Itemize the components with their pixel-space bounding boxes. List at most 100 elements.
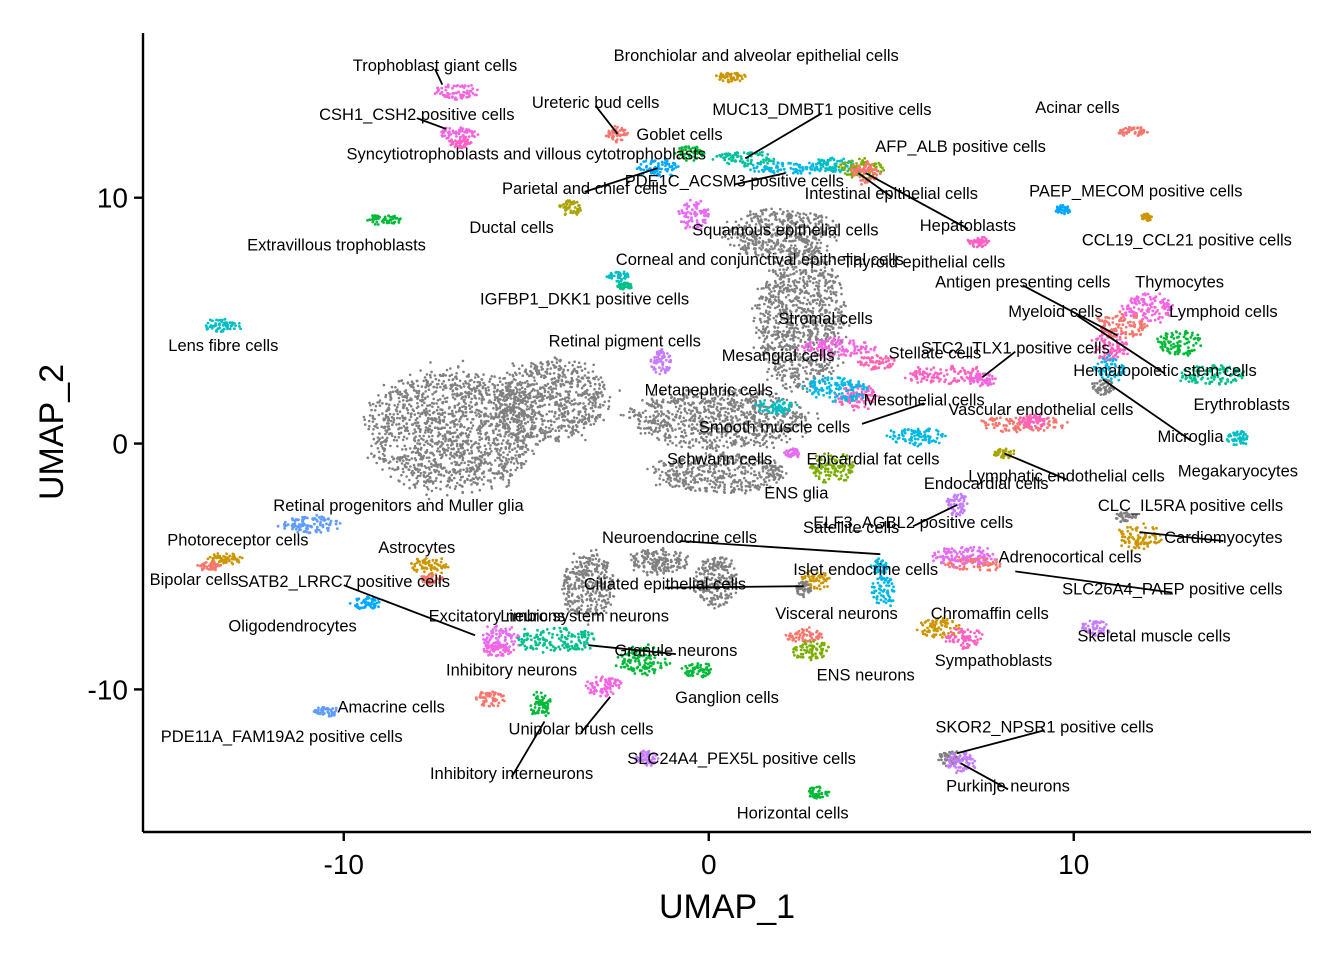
label-myeloid-cells: Myeloid cells [1008, 303, 1102, 321]
label-hepatoblasts: Hepatoblasts [920, 217, 1016, 235]
label-bipolar-cells: Bipolar cells [150, 571, 239, 589]
leader-csh1-csh2-positive-cells [416, 117, 447, 130]
cluster-astrocytes [410, 557, 450, 577]
cluster-stromal-cells [796, 335, 877, 361]
label-visceral-neurons: Visceral neurons [775, 605, 898, 623]
label-satellite-cells: Satellite cells [803, 519, 899, 537]
label-intestinal-epithelial-cells: Intestinal epithelial cells [805, 185, 978, 203]
label-metanephric-cells: Metanephric cells [645, 382, 773, 400]
cluster-unipolar-brush-cells [584, 675, 623, 698]
x-ticks: -10 0 10 [324, 832, 1089, 880]
cluster-oligodendrocytes [348, 595, 381, 611]
label-horizontal-cells: Horizontal cells [737, 804, 849, 822]
label-csh1-csh2-positive-cells: CSH1_CSH2 positive cells [319, 106, 514, 124]
cluster-squamous-epithelial-cells [677, 198, 710, 231]
background-cluster-0 [362, 359, 544, 501]
cluster-ens-neurons [792, 639, 830, 662]
leader-satb2-lrrc7-positive-cells [343, 584, 476, 637]
leader-antigen-presenting-cells [1022, 284, 1118, 337]
cluster-inhibitory-neurons [482, 641, 516, 658]
cluster-schwann-cells [783, 447, 801, 459]
cluster-points [196, 71, 1249, 800]
y-ticks: -10 0 10 [88, 183, 143, 705]
label-schwann-cells: Schwann cells [667, 450, 772, 468]
label-ureteric-bud-cells: Ureteric bud cells [532, 94, 659, 112]
label-lymphatic-endothelial-cells: Lymphatic endothelial cells [968, 468, 1165, 486]
y-axis-title: UMAP_2 [33, 364, 71, 500]
cluster-lens-fibre-cells [204, 317, 243, 333]
leader-inhibitory-interneurons [510, 720, 546, 778]
leader-intestinal-epithelial-cells [857, 172, 892, 198]
cluster-extravillous-trophoblasts [366, 214, 402, 226]
label-epicardial-fat-cells: Epicardial fat cells [807, 450, 940, 468]
cluster-bronchiolar-and-alveolar-epithelial-cells [715, 71, 747, 84]
label-stc2-tlx1-positive-cells: STC2_TLX1 positive cells [921, 340, 1110, 358]
cluster-sympathoblasts [944, 627, 984, 650]
leader-cardiomyocytes [1139, 531, 1224, 542]
axes: -10 0 10 -10 0 10 UMAP_1 UMAP_2 [33, 33, 1311, 926]
label-purkinje-neurons: Purkinje neurons [946, 777, 1070, 795]
cluster-hematopoietic-stem-cells [1092, 354, 1126, 383]
y-tick-label: 10 [97, 183, 128, 214]
cluster-smooth-muscle-cells [801, 376, 869, 403]
label-paep-mecom-positive-cells: PAEP_MECOM positive cells [1029, 182, 1242, 200]
cluster-neuroendocrine-cells [869, 557, 891, 575]
leader-lymphatic-endothelial-cells [1004, 452, 1067, 481]
label-skeletal-muscle-cells: Skeletal muscle cells [1077, 627, 1230, 645]
label-pde11a-fam19a2-positive-cells: PDE11A_FAM19A2 positive cells [161, 728, 403, 746]
cluster-horizontal-cells [807, 785, 831, 800]
label-photoreceptor-cells: Photoreceptor cells [167, 531, 308, 549]
label-goblet-cells: Goblet cells [636, 126, 722, 144]
cluster-lymphoid-cells [1156, 329, 1203, 357]
label-slc24a4-pex5l-positive-cells: SLC24A4_PEX5L positive cells [627, 750, 856, 768]
label-stromal-cells: Stromal cells [778, 310, 872, 328]
label-ccl19-ccl21-positive-cells: CCL19_CCL21 positive cells [1082, 232, 1292, 250]
cluster-stc2-tlx1-positive-cells [968, 372, 997, 388]
leader-ureteric-bud-cells [594, 105, 619, 135]
cluster-satellite-cells [870, 574, 896, 608]
background-cluster-3 [646, 449, 788, 495]
label-sympathoblasts: Sympathoblasts [935, 652, 1052, 670]
background-cluster-2 [619, 388, 820, 455]
y-tick-label: -10 [88, 674, 128, 705]
label-lens-fibre-cells: Lens fibre cells [168, 337, 278, 355]
leader-hepatoblasts [865, 172, 969, 230]
label-afp-alb-positive-cells: AFP_ALB positive cells [875, 138, 1046, 156]
label-retinal-progenitors-and-muller-glia: Retinal progenitors and Muller glia [273, 497, 524, 515]
label-lymphoid-cells: Lymphoid cells [1169, 303, 1278, 321]
cluster-ganglion-cells [680, 662, 713, 679]
label-endocardial-cells: Endocardial cells [924, 475, 1049, 493]
label-skor2-npsr1-positive-cells: SKOR2_NPSR1 positive cells [935, 718, 1153, 736]
label-parietal-and-chief-cells: Parietal and chief cells [502, 180, 667, 198]
label-islet-endocrine-cells: Islet endocrine cells [793, 561, 938, 579]
label-ens-glia: ENS glia [764, 485, 829, 503]
label-hematopoietic-stem-cells: Hematopoietic stem cells [1073, 362, 1256, 380]
cluster-syncytiotrophoblasts-and-villous-cytotrophoblasts [448, 137, 473, 150]
label-erythroblasts: Erythroblasts [1194, 396, 1290, 414]
label-bronchiolar-and-alveolar-epithelial-cells: Bronchiolar and alveolar epithelial cell… [614, 47, 899, 65]
cluster-pde11a-fam19a2-positive-cells [312, 706, 338, 718]
leader-muc13-dmbt1-positive-cells [744, 112, 823, 160]
label-pde1c-acsm3-positive-cells: PDE1C_ACSM3 positive cells [625, 173, 844, 191]
background-cluster-1 [492, 356, 621, 446]
y-tick-label: 0 [112, 429, 128, 460]
cluster-ccl19-ccl21-positive-cells [1140, 212, 1153, 223]
cluster-epicardial-fat-cells [885, 427, 947, 448]
cluster-chromaffin-cells [915, 617, 961, 639]
cluster-stellate-cells [903, 364, 985, 386]
label-vascular-endothelial-cells: Vascular endothelial cells [948, 401, 1133, 419]
cluster-clc-il5ra-positive-cells [1114, 511, 1138, 524]
cluster-excitatory-neurons [481, 624, 521, 651]
label-retinal-pigment-cells: Retinal pigment cells [549, 332, 701, 350]
label-acinar-cells: Acinar cells [1035, 99, 1119, 117]
cluster-acinar-cells [1117, 125, 1149, 138]
leader-elf3-agbl2-positive-cells [912, 504, 958, 528]
leader-stc2-tlx1-positive-cells [981, 350, 1016, 378]
label-astrocytes: Astrocytes [378, 539, 455, 557]
label-amacrine-cells: Amacrine cells [338, 699, 445, 717]
label-ens-neurons: ENS neurons [817, 667, 915, 685]
label-chromaffin-cells: Chromaffin cells [931, 605, 1049, 623]
label-unipolar-brush-cells: Unipolar brush cells [509, 721, 654, 739]
leader-ciliated-epithelial-cells [664, 585, 804, 589]
cluster-inhibitory-interneurons [529, 690, 552, 717]
